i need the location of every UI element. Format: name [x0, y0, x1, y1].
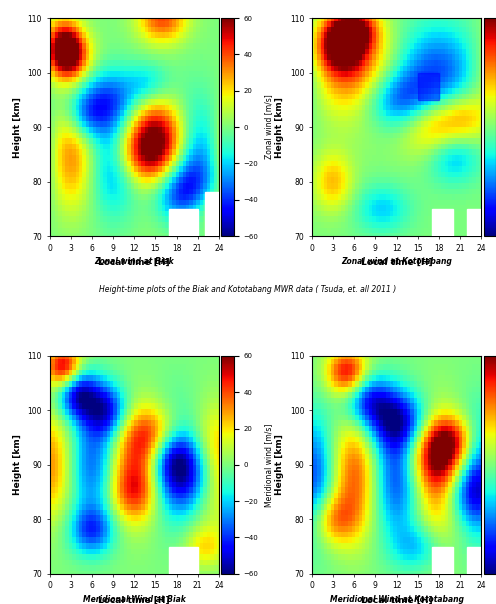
- Y-axis label: Meridional wind [m/s]: Meridional wind [m/s]: [264, 423, 273, 507]
- Text: Zonal wind at Kototabang: Zonal wind at Kototabang: [341, 257, 452, 266]
- Bar: [467, 547, 481, 574]
- Bar: [170, 547, 198, 574]
- Y-axis label: Height [km]: Height [km]: [13, 434, 22, 495]
- Y-axis label: Zonal wind [m/s]: Zonal wind [m/s]: [264, 95, 273, 159]
- Bar: [170, 209, 198, 236]
- X-axis label: Local time [H]: Local time [H]: [361, 259, 433, 267]
- Bar: [467, 209, 481, 236]
- Bar: [418, 72, 439, 100]
- Text: Meridional Wind at Kototabang: Meridional Wind at Kototabang: [329, 595, 463, 604]
- Bar: [205, 193, 219, 236]
- Text: Zonal wind at Biak: Zonal wind at Biak: [94, 257, 174, 266]
- X-axis label: Local time [H]: Local time [H]: [98, 596, 170, 604]
- X-axis label: Local time [H]: Local time [H]: [361, 596, 433, 604]
- X-axis label: Local time [H]: Local time [H]: [98, 259, 170, 267]
- Y-axis label: Height [km]: Height [km]: [13, 97, 22, 158]
- Bar: [432, 547, 453, 574]
- Text: Meridional Wind at Biak: Meridional Wind at Biak: [83, 595, 186, 604]
- Bar: [432, 209, 453, 236]
- Y-axis label: Height [km]: Height [km]: [275, 434, 284, 495]
- Text: Height-time plots of the Biak and Kototabang MWR data ( Tsuda, et. all 2011 ): Height-time plots of the Biak and Kotota…: [99, 286, 397, 294]
- Y-axis label: Height [km]: Height [km]: [275, 97, 284, 158]
